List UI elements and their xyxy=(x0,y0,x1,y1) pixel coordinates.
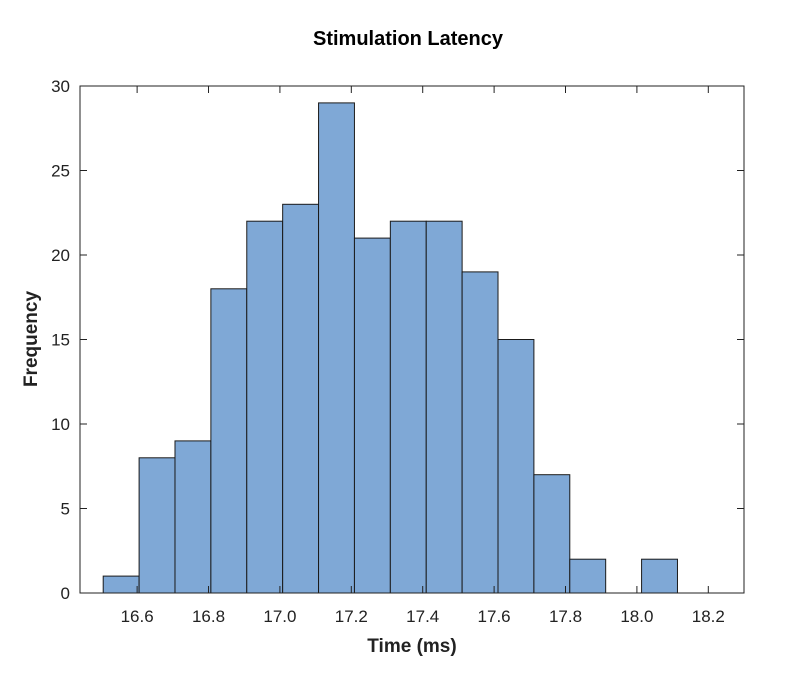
histogram-bar xyxy=(246,220,284,594)
x-tick-label: 17.8 xyxy=(549,607,582,626)
x-tick-label: 17.6 xyxy=(478,607,511,626)
histogram-bar xyxy=(102,575,140,594)
histogram-bar xyxy=(353,237,391,594)
histogram-bar xyxy=(318,102,355,594)
histogram-bar xyxy=(174,440,212,594)
x-tick-label: 17.4 xyxy=(406,607,439,626)
histogram-bar xyxy=(461,271,499,594)
histogram-bar xyxy=(138,457,176,594)
x-tick-label: 17.2 xyxy=(335,607,368,626)
histogram-bar xyxy=(533,474,571,594)
x-tick-label: 18.0 xyxy=(620,607,653,626)
histogram-bar xyxy=(641,558,678,594)
histogram-bar xyxy=(282,203,320,594)
x-tick-label: 18.2 xyxy=(692,607,725,626)
y-axis: 0 5 10 15 20 25 30 xyxy=(51,77,744,603)
histogram-bar xyxy=(389,220,427,594)
chart-title: Stimulation Latency xyxy=(313,28,504,50)
y-axis-label: Frequency xyxy=(21,291,42,388)
histogram-bar xyxy=(497,339,535,594)
bars-group xyxy=(102,102,678,594)
y-tick-label: 0 xyxy=(61,584,70,603)
y-tick-label: 15 xyxy=(51,331,70,350)
y-tick-label: 25 xyxy=(51,162,70,181)
histogram-bar xyxy=(569,558,607,594)
x-axis-label: Time (ms) xyxy=(367,636,456,657)
x-tick-label: 16.6 xyxy=(121,607,154,626)
y-tick-label: 10 xyxy=(51,415,70,434)
x-tick-label: 17.0 xyxy=(263,607,296,626)
y-tick-label: 30 xyxy=(51,77,70,96)
y-tick-label: 5 xyxy=(61,500,70,519)
histogram-bar xyxy=(210,288,248,594)
x-tick-label: 16.8 xyxy=(192,607,225,626)
histogram-bar xyxy=(425,220,463,594)
x-axis: 16.6 16.8 17.0 17.2 17.4 17.6 17.8 18.0 18.2 xyxy=(121,86,725,626)
y-tick-label: 20 xyxy=(51,246,70,265)
